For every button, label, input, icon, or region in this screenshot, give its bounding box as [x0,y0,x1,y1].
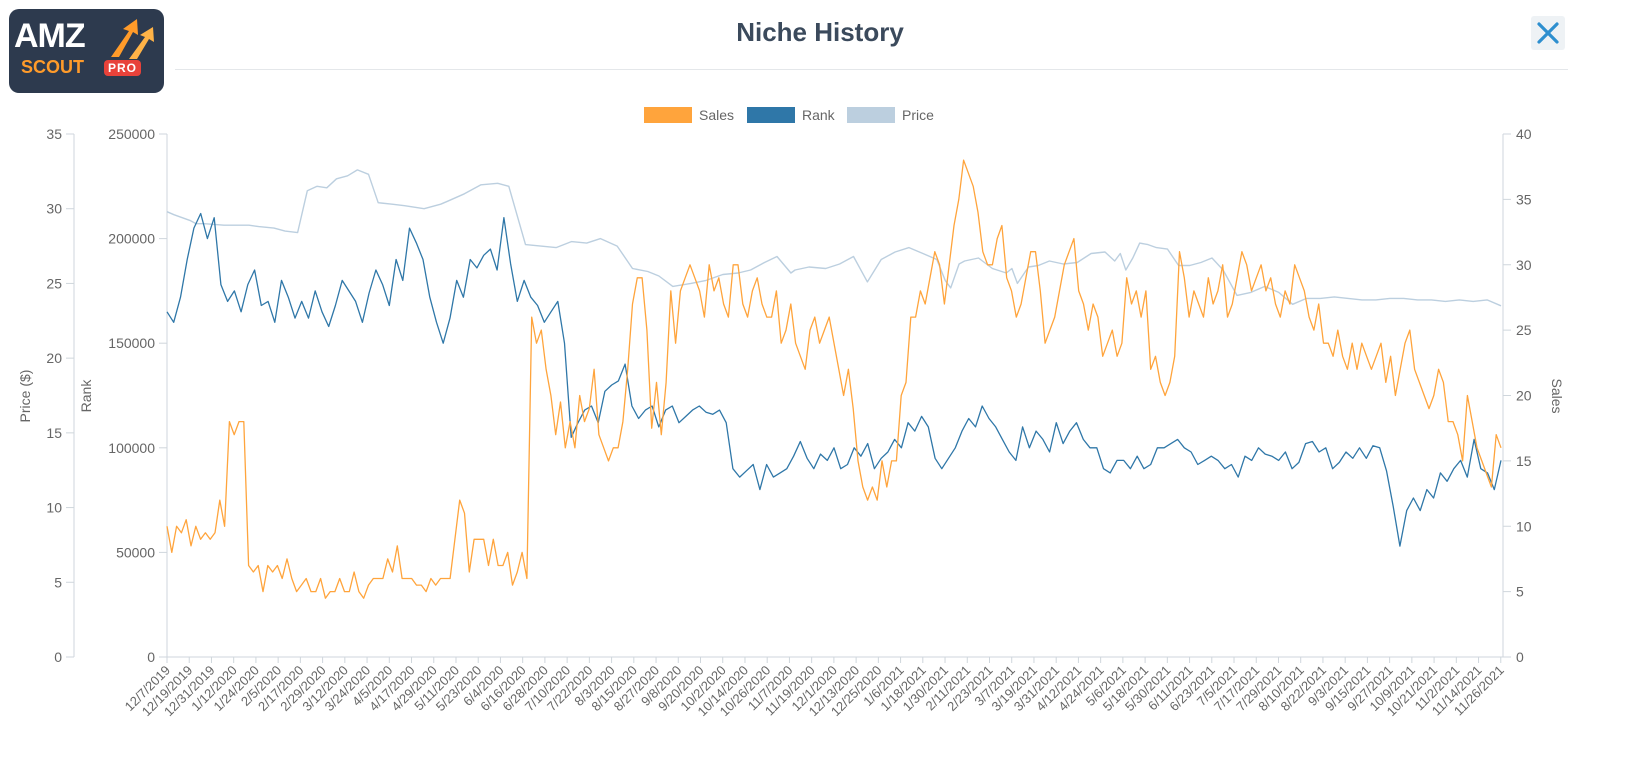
sales-tick-label: 5 [1516,584,1524,600]
logo-text-scout: SCOUT [21,57,84,77]
price-tick-label: 5 [54,574,62,590]
close-button[interactable] [1531,16,1565,50]
page-title: Niche History [736,17,904,47]
series-line-rank [166,212,1502,547]
price-tick-label: 15 [46,425,62,441]
price-tick-label: 30 [46,201,62,217]
legend-label-rank: Rank [802,107,836,123]
legend-swatch-sales [644,107,692,123]
close-icon [1537,22,1559,44]
legend-label-sales: Sales [699,107,734,123]
sales-tick-label: 35 [1516,191,1532,207]
header-divider [175,69,1568,70]
price-axis-label: Price ($) [17,370,33,423]
logo-text-amz: AMZ [14,17,86,55]
price-tick-label: 20 [46,350,62,366]
arrows-icon [111,19,154,59]
legend-swatch-rank [747,107,795,123]
sales-tick-label: 25 [1516,322,1532,338]
sales-tick-label: 0 [1516,649,1524,665]
sales-tick-label: 40 [1516,126,1532,142]
sales-tick-label: 10 [1516,518,1532,534]
logo-pro-badge: PRO [104,60,142,76]
price-tick-label: 35 [46,126,62,142]
rank-tick-label: 250000 [108,126,155,142]
amzscout-logo: AMZ SCOUT PRO [9,9,164,93]
legend-swatch-price [847,107,895,123]
rank-axis-label: Rank [78,379,94,413]
sales-tick-label: 30 [1516,257,1532,273]
rank-tick-label: 50000 [116,544,155,560]
sales-tick-label: 20 [1516,388,1532,404]
rank-tick-label: 150000 [108,335,155,351]
price-tick-label: 10 [46,500,62,516]
rank-tick-label: 200000 [108,231,155,247]
sales-axis-label: Sales [1549,378,1565,413]
rank-tick-label: 100000 [108,440,155,456]
legend-label-price: Price [902,107,934,123]
price-tick-label: 25 [46,275,62,291]
price-tick-label: 0 [54,649,62,665]
rank-tick-label: 0 [147,649,155,665]
series-line-price [166,169,1502,307]
series-line-sales [166,159,1502,599]
sales-tick-label: 15 [1516,453,1532,469]
